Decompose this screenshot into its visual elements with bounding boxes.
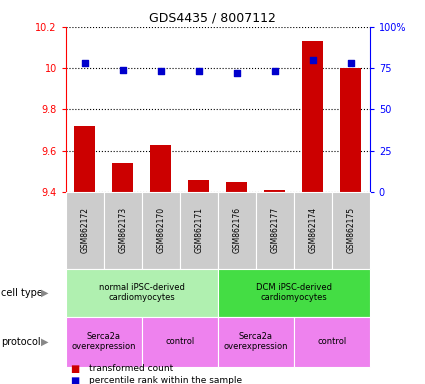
Text: GDS4435 / 8007112: GDS4435 / 8007112 <box>149 12 276 25</box>
Text: ■: ■ <box>70 376 79 384</box>
Text: control: control <box>165 337 195 346</box>
Bar <box>294 192 332 269</box>
Bar <box>112 163 133 192</box>
Text: GSM862170: GSM862170 <box>156 207 165 253</box>
Bar <box>256 192 294 269</box>
Bar <box>227 182 247 192</box>
Point <box>157 68 164 74</box>
Text: transformed count: transformed count <box>89 364 173 373</box>
Text: normal iPSC-derived
cardiomyocytes: normal iPSC-derived cardiomyocytes <box>99 283 185 303</box>
Bar <box>264 190 285 192</box>
Text: percentile rank within the sample: percentile rank within the sample <box>89 376 242 384</box>
Text: GSM862176: GSM862176 <box>232 207 241 253</box>
Bar <box>74 126 95 192</box>
Text: control: control <box>317 337 346 346</box>
Text: Serca2a
overexpression: Serca2a overexpression <box>224 332 288 351</box>
Point <box>119 67 126 73</box>
Text: GSM862171: GSM862171 <box>194 207 203 253</box>
Bar <box>302 41 323 192</box>
Bar <box>142 317 218 367</box>
Text: GSM862174: GSM862174 <box>308 207 317 253</box>
Bar <box>188 180 209 192</box>
Bar <box>218 317 294 367</box>
Text: GSM862175: GSM862175 <box>346 207 355 253</box>
Point <box>82 60 88 66</box>
Bar <box>66 192 104 269</box>
Text: GSM862172: GSM862172 <box>80 207 89 253</box>
Text: cell type: cell type <box>1 288 43 298</box>
Bar <box>218 269 370 317</box>
Point <box>196 68 202 74</box>
Bar <box>104 192 142 269</box>
Bar <box>66 269 218 317</box>
Bar <box>180 192 218 269</box>
Bar <box>340 68 361 192</box>
Text: DCM iPSC-derived
cardiomyocytes: DCM iPSC-derived cardiomyocytes <box>256 283 332 303</box>
Text: ■: ■ <box>70 364 79 374</box>
Text: GSM862173: GSM862173 <box>118 207 127 253</box>
Point <box>347 60 354 66</box>
Bar <box>150 144 171 192</box>
Bar <box>218 192 256 269</box>
Text: ▶: ▶ <box>41 288 48 298</box>
Point <box>233 70 240 76</box>
Text: protocol: protocol <box>1 337 41 347</box>
Point <box>272 68 278 74</box>
Bar <box>142 192 180 269</box>
Text: Serca2a
overexpression: Serca2a overexpression <box>71 332 136 351</box>
Bar <box>66 317 142 367</box>
Text: GSM862177: GSM862177 <box>270 207 279 253</box>
Point <box>309 57 316 63</box>
Bar <box>294 317 370 367</box>
Text: ▶: ▶ <box>41 337 48 347</box>
Bar <box>332 192 370 269</box>
